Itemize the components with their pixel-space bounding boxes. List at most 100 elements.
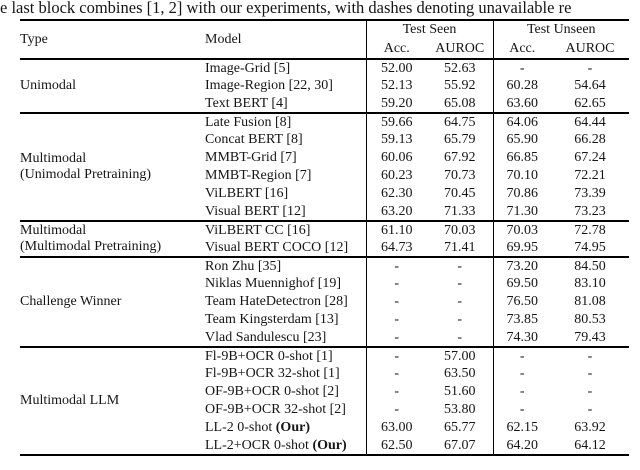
type-cell: Multimodal LLM <box>20 393 120 408</box>
model-cell: Team HateDetectron [28] <box>205 294 348 309</box>
table-row: OF-9B+OCR 0-shot [2] - 51.60 - - <box>20 383 629 401</box>
model-cell: LL-2+OCR 0-shot (Our) <box>205 437 347 453</box>
seen-acc-cell: 59.13 <box>365 131 427 149</box>
table-row: Challenge Winner Ron Zhu [35] - -73.20 84.50 <box>20 257 629 309</box>
table-row: Unimodal Image-Grid [5] 52.00 52.63- - <box>20 59 629 93</box>
unseen-auroc-cell: 63.92 <box>574 420 606 435</box>
unseen-auroc-cell: - <box>587 384 593 399</box>
unseen-acc-cell: 69.50 <box>492 275 551 293</box>
table-row: Niklas Muennighof [19] - - 69.50 83.10 <box>20 275 629 293</box>
seen-acc-cell: - <box>365 347 427 365</box>
table-row: ViLBERT [16] 62.30 70.45 70.86 73.39 <box>20 185 629 203</box>
model-cell: Image-Region [22, 30] <box>205 78 333 93</box>
table-row: Concat BERT [8] 59.13 65.79 65.90 66.28 <box>20 131 629 149</box>
seen-acc-cell: - <box>365 257 427 275</box>
column-header-type: Type <box>20 31 48 47</box>
seen-auroc-cell: 57.00 <box>444 348 476 364</box>
model-cell: Ron Zhu [35] <box>205 258 282 274</box>
model-cell: OF-9B+OCR 0-shot [2] <box>205 384 339 399</box>
seen-auroc-cell: 63.50 <box>444 366 476 381</box>
unseen-auroc-cell: - <box>587 402 593 417</box>
seen-auroc-cell: 70.73 <box>444 168 476 183</box>
table-row: Visual BERT [12] 63.20 71.33 71.30 73.23 <box>20 203 629 221</box>
column-header-model: Model <box>205 31 242 47</box>
model-cell: Niklas Muennighof [19] <box>205 276 342 291</box>
column-group-test-unseen: Test Unseen <box>492 20 629 39</box>
unseen-acc-cell: 70.86 <box>492 185 551 203</box>
table-row: Team HateDetectron [28] - - 76.50 81.08 <box>20 293 629 311</box>
model-cell: MMBT-Grid [7] <box>205 150 297 165</box>
unseen-auroc-cell: 73.23 <box>574 203 606 219</box>
table-row: MMBT-Region [7] 60.23 70.73 70.10 72.21 <box>20 167 629 185</box>
seen-acc-cell: - <box>365 311 427 329</box>
column-header-seen-auroc: AUROC <box>435 40 485 56</box>
model-cell: LL-2 0-shot (Our) <box>205 420 310 435</box>
seen-acc-cell: - <box>365 383 427 401</box>
unseen-auroc-cell: 54.64 <box>574 78 606 93</box>
column-header-unseen-acc: Acc. <box>492 39 551 59</box>
table-row: Fl-9B+OCR 32-shot [1] - 63.50 - - <box>20 365 629 383</box>
unseen-acc-cell: 64.06 <box>492 113 551 131</box>
model-cell: Fl-9B+OCR 0-shot [1] <box>205 348 333 364</box>
seen-auroc-cell: 65.79 <box>444 132 476 147</box>
unseen-auroc-cell: 73.39 <box>574 186 606 201</box>
model-our-label: (Our) <box>308 437 347 453</box>
table-block: Multimodal (Unimodal Pretraining) Late Fus… <box>20 113 629 221</box>
unseen-acc-cell: 76.50 <box>492 293 551 311</box>
unseen-acc-cell: - <box>492 365 551 383</box>
seen-auroc-cell: 71.33 <box>444 203 476 219</box>
header-row-groups: Type Model Test Seen Test Unseen <box>20 20 629 47</box>
type-cell: Multimodal (Multimodal Pretraining) <box>20 223 162 254</box>
column-header-seen-acc: Acc. <box>365 39 427 59</box>
unseen-acc-cell: - <box>492 383 551 401</box>
unseen-acc-cell: - <box>492 59 551 77</box>
unseen-acc-cell: 74.30 <box>492 329 551 347</box>
seen-auroc-cell: 52.63 <box>444 60 476 76</box>
results-table: Type Model Test Seen Test Unseen Acc. AU… <box>20 19 629 456</box>
table-row: Multimodal LLM Fl-9B+OCR 0-shot [1] -57.00… <box>20 347 629 408</box>
model-our-label: (Our) <box>272 420 310 435</box>
unseen-auroc-cell: 66.28 <box>574 132 606 147</box>
unseen-auroc-cell: 64.44 <box>574 114 606 130</box>
type-cell: Unimodal <box>20 78 76 93</box>
model-cell: Image-Grid [5] <box>205 60 291 76</box>
unseen-acc-cell: 73.20 <box>492 257 551 275</box>
table-row: Visual BERT COCO [12] 64.73 71.41 69.95 74.9… <box>20 239 629 257</box>
seen-acc-cell: 52.13 <box>365 77 427 95</box>
model-cell: ViLBERT CC [16] <box>205 222 311 238</box>
seen-acc-cell: - <box>365 275 427 293</box>
table-block: Multimodal (Multimodal Pretraining) ViLBER… <box>20 221 629 257</box>
seen-auroc-cell: 65.08 <box>444 95 476 111</box>
unseen-acc-cell: 60.28 <box>492 77 551 95</box>
unseen-acc-cell: 66.85 <box>492 149 551 167</box>
seen-acc-cell: 63.20 <box>365 203 427 221</box>
unseen-acc-cell: 62.15 <box>492 419 551 437</box>
type-cell: Challenge Winner <box>20 294 122 309</box>
unseen-auroc-cell: 83.10 <box>574 276 606 291</box>
table-row: Multimodal (Unimodal Pretraining) Late Fus… <box>20 113 629 182</box>
seen-auroc-cell: - <box>457 258 463 274</box>
model-cell: Concat BERT [8] <box>205 132 303 147</box>
seen-acc-cell: - <box>365 365 427 383</box>
column-group-test-seen: Test Seen <box>365 20 493 39</box>
seen-acc-cell: 63.00 <box>365 419 427 437</box>
unseen-acc-cell: 69.95 <box>492 239 551 257</box>
seen-auroc-cell: - <box>457 294 463 309</box>
seen-auroc-cell: 64.75 <box>444 114 476 130</box>
seen-auroc-cell: 70.03 <box>444 222 476 238</box>
model-cell: Team Kingsterdam [13] <box>205 312 339 327</box>
unseen-acc-cell: 70.03 <box>492 221 551 239</box>
model-cell: Text BERT [4] <box>205 95 288 111</box>
model-cell: Vlad Sandulescu [23] <box>205 329 327 345</box>
model-cell: Visual BERT [12] <box>205 203 306 219</box>
unseen-auroc-cell: 81.08 <box>574 294 606 309</box>
unseen-acc-cell: - <box>492 401 551 419</box>
table-row: Vlad Sandulescu [23] - - 74.30 79.43 <box>20 329 629 347</box>
seen-acc-cell: 61.10 <box>365 221 427 239</box>
seen-auroc-cell: - <box>457 329 463 345</box>
seen-acc-cell: 60.23 <box>365 167 427 185</box>
unseen-auroc-cell: 72.78 <box>574 222 606 238</box>
unseen-auroc-cell: 67.24 <box>574 150 606 165</box>
table-block: Challenge Winner Ron Zhu [35] - -73.20 84.50… <box>20 257 629 347</box>
model-cell: Visual BERT COCO [12] <box>205 239 349 255</box>
